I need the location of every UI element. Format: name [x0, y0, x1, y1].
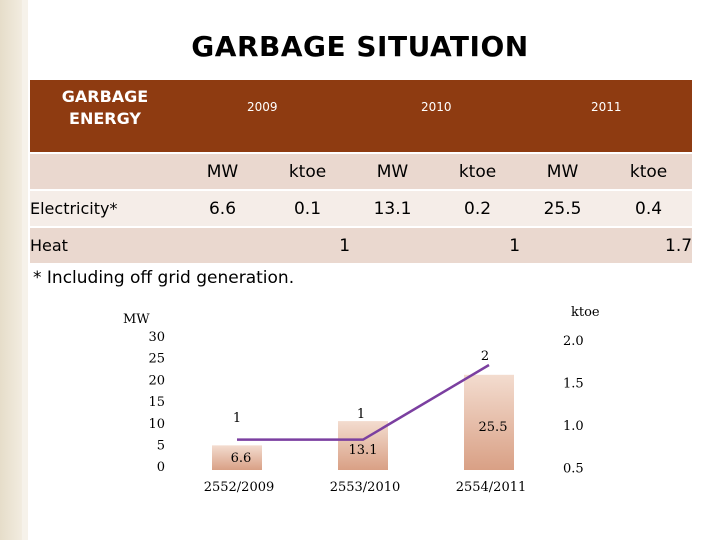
ktoe-series-line	[237, 363, 490, 441]
decorative-side-strip	[0, 0, 22, 540]
unit-cell: ktoe	[435, 152, 521, 190]
row-label-heat: Heat	[30, 226, 180, 263]
mw-bar-value-label: 25.5	[479, 420, 508, 435]
mw-bar	[464, 374, 514, 470]
garbage-energy-table: GARBAGE ENERGY 2009 2010 2011 MW ktoe MW…	[30, 80, 693, 263]
right-tick-label: 0.5	[563, 462, 584, 477]
table-cell: 0.1	[265, 189, 351, 227]
left-tick-label: 20	[148, 373, 165, 388]
table-cell: 0.4	[605, 189, 693, 227]
right-tick-label: 1.5	[563, 377, 584, 392]
unit-cell: MW	[180, 152, 265, 190]
table-cell: 13.1	[350, 189, 436, 227]
table-row: Heat 1 1 1.7	[30, 226, 693, 263]
page-title: GARBAGE SITUATION	[191, 30, 529, 63]
unit-cell: ktoe	[605, 152, 693, 190]
left-tick-label: 15	[148, 395, 165, 410]
mw-bar-value-label: 6.6	[231, 451, 252, 466]
table-cell: 25.5	[520, 189, 606, 227]
left-tick-label: 5	[157, 439, 165, 454]
unit-cell: ktoe	[265, 152, 351, 190]
mw-bar-value-label: 13.1	[349, 443, 378, 458]
left-tick-label: 30	[148, 330, 165, 345]
right-tick-label: 2.0	[563, 334, 584, 349]
left-axis-label: MW	[123, 312, 150, 327]
category-label: 2554/2011	[456, 480, 527, 495]
corner-line-2: ENERGY	[69, 109, 141, 128]
unit-row: MW ktoe MW ktoe MW ktoe	[30, 152, 693, 190]
year-header-2010: 2010	[350, 80, 521, 153]
ktoe-point-label: 1	[233, 411, 241, 426]
row-label-electricity: Electricity*	[30, 189, 180, 227]
year-header-2009: 2009	[180, 80, 351, 153]
decorative-side-strip-inner	[22, 0, 28, 540]
unit-row-label	[30, 152, 180, 190]
left-tick-label: 0	[157, 460, 165, 475]
right-tick-label: 1.0	[563, 419, 584, 434]
mw-bar	[212, 445, 262, 470]
right-axis-label: ktoe	[571, 305, 600, 320]
year-header-2011: 2011	[520, 80, 693, 153]
ktoe-point-label: 1	[357, 407, 365, 422]
garbage-chart: MW ktoe 30 25 20 15 10 5 0 2.0 1.5 1.0 0.5 6.6 13.…	[123, 305, 600, 495]
table-row: Electricity* 6.6 0.1 13.1 0.2 25.5 0.4	[30, 189, 693, 227]
table-header-row: GARBAGE ENERGY 2009 2010 2011	[30, 80, 693, 153]
table-cell: 1.7	[520, 226, 693, 263]
category-label: 2553/2010	[330, 480, 401, 495]
table-cell: 1	[350, 226, 521, 263]
corner-line-1: GARBAGE	[61, 87, 149, 106]
category-label: 2552/2009	[204, 480, 275, 495]
left-tick-label: 25	[148, 352, 165, 367]
ktoe-point-label: 2	[481, 349, 489, 364]
footnote: * Including off grid generation.	[33, 268, 295, 288]
left-tick-label: 10	[148, 417, 165, 432]
table-cell: 6.6	[180, 189, 265, 227]
table-cell: 0.2	[435, 189, 521, 227]
table-corner-header: GARBAGE ENERGY	[30, 80, 180, 153]
unit-cell: MW	[520, 152, 606, 190]
unit-cell: MW	[350, 152, 436, 190]
table-cell: 1	[180, 226, 351, 263]
